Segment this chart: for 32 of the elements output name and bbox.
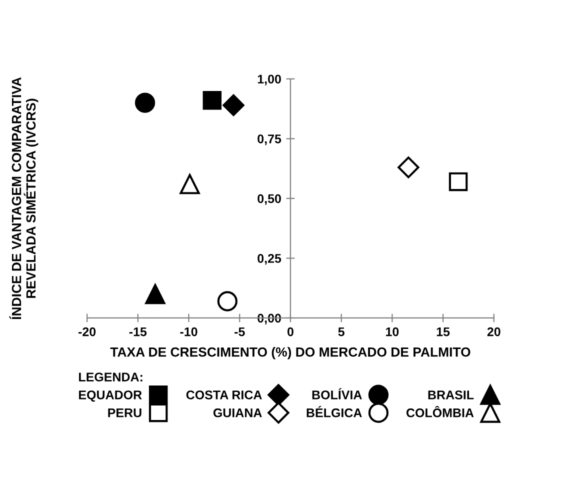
x-tick-label: 0 — [287, 327, 294, 336]
y-tick-label: 1,00 — [258, 74, 281, 86]
x-tick-label: -15 — [129, 327, 147, 336]
point — [217, 291, 238, 312]
legend-label: GUIANA — [213, 408, 262, 418]
legend-label: COSTA RICA — [186, 390, 262, 400]
legend-label: PERU — [108, 408, 142, 418]
y-tick-label: 0,25 — [258, 254, 282, 265]
x-tick-label: -20 — [78, 327, 96, 336]
point — [180, 174, 200, 194]
point — [448, 172, 468, 192]
point — [398, 156, 420, 178]
legend-label: BRASIL — [428, 390, 474, 400]
x-tick-label: 15 — [436, 327, 450, 336]
point — [134, 92, 156, 113]
legend-label: BOLÍVIA — [312, 388, 362, 400]
legend-title: LEGENDA: — [79, 372, 142, 382]
legend-label: BÉLGICA — [306, 406, 362, 418]
point — [202, 91, 222, 110]
point — [145, 284, 166, 304]
point — [222, 94, 244, 116]
x-tick-label: -5 — [234, 327, 245, 336]
x-tick-label: -10 — [180, 327, 198, 336]
legend-label: COLÔMBIA — [406, 406, 474, 418]
x-tick-label: 20 — [487, 327, 500, 336]
legend-label: EQUADOR — [79, 390, 142, 402]
x-tick-label: 5 — [338, 327, 344, 336]
y-tick-label: 0,75 — [258, 134, 282, 146]
x-axis-title: TAXA DE CRESCIMENTO (%) DO MERCADO DE PALMITO — [110, 347, 470, 360]
y-axis-title: ÍNDICE DE VANTAGEM COMPARATIVA REVELADA SIMÉTRICA (IVCRS) — [9, 77, 38, 320]
y-tick-label: 0,50 — [258, 194, 281, 205]
x-tick-label: 10 — [386, 327, 399, 336]
